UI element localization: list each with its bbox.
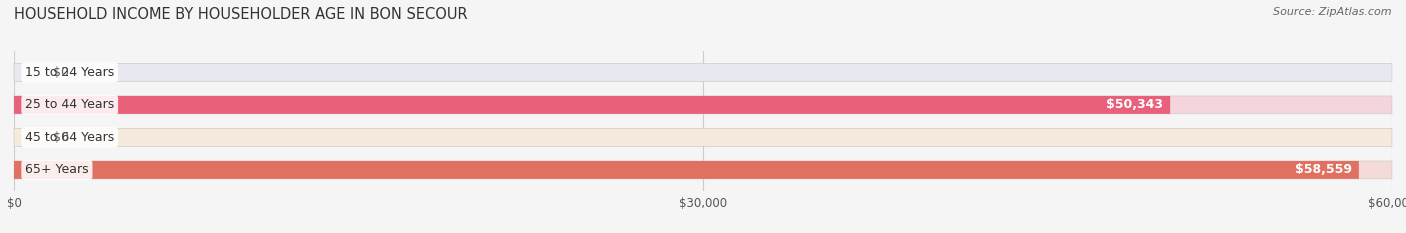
Text: $0: $0 (52, 131, 69, 144)
Text: HOUSEHOLD INCOME BY HOUSEHOLDER AGE IN BON SECOUR: HOUSEHOLD INCOME BY HOUSEHOLDER AGE IN B… (14, 7, 468, 22)
Text: 45 to 64 Years: 45 to 64 Years (25, 131, 114, 144)
FancyBboxPatch shape (14, 161, 1392, 179)
Text: $0: $0 (52, 66, 69, 79)
FancyBboxPatch shape (14, 63, 1392, 81)
Text: $50,343: $50,343 (1107, 98, 1163, 111)
Text: $58,559: $58,559 (1295, 163, 1353, 176)
Text: 15 to 24 Years: 15 to 24 Years (25, 66, 114, 79)
FancyBboxPatch shape (14, 96, 1170, 114)
Text: 65+ Years: 65+ Years (25, 163, 89, 176)
FancyBboxPatch shape (14, 96, 1392, 114)
Text: 25 to 44 Years: 25 to 44 Years (25, 98, 114, 111)
Text: Source: ZipAtlas.com: Source: ZipAtlas.com (1274, 7, 1392, 17)
FancyBboxPatch shape (14, 161, 1358, 179)
FancyBboxPatch shape (14, 128, 1392, 146)
